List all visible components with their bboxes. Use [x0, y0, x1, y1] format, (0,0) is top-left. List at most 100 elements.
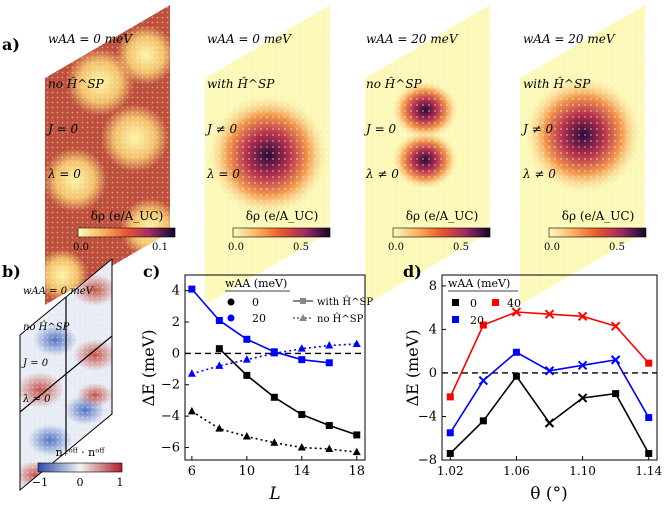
c-ytick-label-0: −6 — [161, 440, 180, 455]
c-xtick-label-3: 18 — [348, 464, 365, 479]
c-series-2-point-0 — [187, 406, 196, 415]
map-3-line-4: λ ≠ 0 — [366, 167, 399, 181]
colorbar-a3-label: δρ (e/A_UC) — [406, 209, 479, 223]
d-series-2-point-2 — [511, 307, 522, 317]
map-b-line-4: λ = 0 — [23, 394, 51, 405]
c-series-line-1 — [191, 288, 330, 364]
chart-d-legend-20: 20 — [470, 314, 484, 327]
d-series-1-point-5 — [610, 355, 621, 365]
c-series-3-point-4 — [297, 344, 306, 352]
d-xtick-label-2: 1.10 — [569, 464, 596, 478]
panel-label-c: c) — [143, 262, 160, 281]
c-series-1-point-0 — [188, 285, 196, 293]
chart-c-legend-0: 0 — [252, 296, 259, 309]
map-4-line-3: J ≠ 0 — [523, 122, 554, 136]
c-series-0-point-4 — [325, 422, 333, 430]
c-xtick-label-1: 10 — [239, 464, 256, 479]
map-4-line-4: λ ≠ 0 — [523, 167, 556, 181]
colorbar-a1: δρ (e/A_UC) 0.0 0.1 — [73, 209, 176, 253]
d-series-line-0 — [449, 374, 650, 455]
d-series-0-point-2 — [512, 372, 520, 380]
d-series-1-point-4 — [577, 360, 588, 371]
d-series-1-point-2 — [512, 348, 520, 356]
colorbar-a1-tick-max: 0.1 — [152, 242, 168, 253]
d-ytick-label-3: 4 — [429, 322, 437, 337]
chart-d-legend-0: 0 — [470, 297, 477, 310]
c-ytick-label-5: 4 — [172, 284, 180, 299]
c-series-0-point-5 — [353, 431, 361, 439]
c-series-2-point-2 — [242, 431, 251, 440]
c-series-2-point-4 — [297, 442, 306, 451]
d-series-2-point-1 — [479, 321, 487, 329]
c-ytick-label-2: −2 — [161, 378, 180, 393]
colorbar-a1-tick-min: 0.0 — [73, 242, 89, 253]
map-2-annotation: wAA = 0 meV with Ĥ^SP J ≠ 0 λ = 0 — [207, 2, 291, 197]
map-b-line-2: no Ĥ^SP — [23, 322, 70, 333]
colorbar-b-tick-min: −1 — [32, 476, 48, 489]
c-ytick-label-1: −4 — [161, 409, 180, 424]
chart-c-legend-no: no Ĥ^SP — [317, 313, 364, 325]
legend-marker-d0 — [452, 299, 459, 306]
map-4-annotation: wAA = 20 meV with Ĥ^SP J ≠ 0 λ ≠ 0 — [523, 2, 615, 197]
c-series-line-2 — [191, 410, 357, 453]
chart-d: 1.02 1.06 1.10 1.14 −8 −4 0 4 8 θ (°) ΔE (meV) w… — [403, 274, 662, 504]
colorbar-a3-tick-max: 0.5 — [453, 242, 469, 253]
chart-c: 6 10 14 18 −6 −4 −2 0 2 4 L ΔE (meV) wAA (meV) 0 … — [139, 274, 373, 504]
map-1-annotation: wAA = 0 meV no Ĥ^SP J = 0 λ = 0 — [48, 2, 132, 197]
colorbar-b-tick-mid: 0 — [77, 476, 84, 489]
map-b-annotation: wAA = 0 meV no Ĥ^SP J = 0 λ = 0 — [23, 262, 93, 418]
d-series-2-point-5 — [610, 321, 621, 331]
colorbar-a1-label: δρ (e/A_UC) — [91, 209, 164, 223]
colorbar-a2: δρ (e/A_UC) 0.0 0.5 — [228, 209, 331, 253]
d-series-1-point-6 — [645, 414, 653, 422]
legend-marker-0 — [227, 298, 235, 306]
map-b-line-1: wAA = 0 meV — [23, 286, 93, 297]
c-xtick-label-0: 6 — [188, 464, 196, 479]
map-3-annotation: wAA = 20 meV no Ĥ^SP J = 0 λ ≠ 0 — [366, 2, 458, 197]
d-ytick-label-4: 8 — [429, 279, 437, 294]
chart-c-legend: wAA (meV) 0 20 with Ĥ^SP no Ĥ^SP — [225, 277, 373, 325]
map-2-line-3: J ≠ 0 — [207, 122, 238, 136]
chart-d-legend: wAA (meV) 0 40 20 — [448, 277, 521, 327]
d-series-0-point-5 — [612, 390, 620, 398]
c-series-2-point-6 — [352, 447, 361, 456]
colorbar-a4-label: δρ (e/A_UC) — [562, 209, 635, 223]
spin-map — [20, 259, 112, 490]
c-ytick-label-3: 0 — [172, 346, 180, 361]
map-1-line-4: λ = 0 — [48, 167, 81, 181]
map-1-line-2: no Ĥ^SP — [48, 77, 104, 91]
map-1-line-3: J = 0 — [48, 122, 79, 136]
chart-c-legend-title: wAA (meV) — [225, 277, 287, 290]
panel-label-a: a) — [2, 35, 20, 54]
d-series-0-point-3 — [544, 418, 555, 428]
c-series-2-point-3 — [270, 438, 279, 446]
map-2-line-2: with Ĥ^SP — [207, 77, 275, 91]
colorbar-b-tick-max: 1 — [117, 476, 124, 489]
d-series-1-point-1 — [478, 375, 489, 386]
d-series-0-point-6 — [645, 449, 653, 457]
d-ytick-label-2: 0 — [429, 366, 437, 381]
map-3-line-1: wAA = 20 meV — [366, 32, 458, 46]
colorbar-a2-tick-min: 0.0 — [228, 242, 244, 253]
c-series-0-point-0 — [215, 345, 223, 353]
map-4-line-1: wAA = 20 meV — [523, 32, 615, 46]
c-series-3-point-0 — [187, 369, 196, 377]
d-ytick-label-0: −8 — [418, 453, 437, 468]
c-series-2-point-1 — [215, 424, 224, 432]
c-series-1-point-1 — [215, 316, 223, 324]
c-series-0-point-3 — [298, 411, 306, 419]
d-xtick-label-0: 1.02 — [437, 464, 464, 478]
d-series-2-point-0 — [446, 393, 454, 401]
panel-label-d: d) — [403, 262, 422, 281]
d-series-2-point-4 — [577, 311, 588, 322]
chart-d-xlabel: θ (°) — [530, 484, 567, 504]
c-series-0-point-2 — [270, 393, 278, 401]
colorbar-a3: δρ (e/A_UC) 0.0 0.5 — [388, 209, 491, 253]
d-series-0-point-0 — [446, 449, 454, 457]
d-series-0-point-1 — [479, 417, 487, 425]
map-2-line-4: λ = 0 — [207, 167, 240, 181]
c-series-2-point-5 — [325, 444, 334, 453]
chart-c-ylabel: ΔE (meV) — [139, 330, 158, 407]
d-xtick-label-3: 1.14 — [635, 464, 662, 478]
chart-c-legend-with: with Ĥ^SP — [317, 296, 373, 308]
